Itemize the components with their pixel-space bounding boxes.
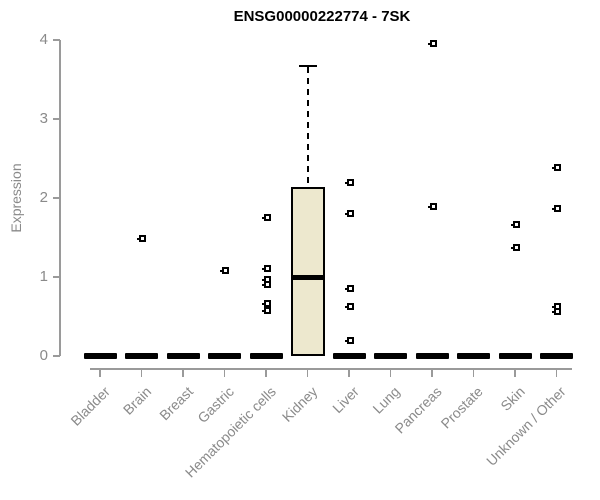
outlier-point: [261, 299, 271, 307]
y-axis-tick: [53, 355, 60, 357]
x-axis-tick: [182, 368, 184, 377]
x-axis-tick: [140, 368, 143, 377]
collapsed-box-bar: [498, 353, 532, 359]
y-axis-tick: [53, 39, 60, 41]
outlier-point: [344, 337, 354, 345]
whisker-line: [306, 67, 309, 187]
whisker-cap: [298, 65, 317, 68]
x-axis-tick: [99, 368, 101, 377]
collapsed-box-bar: [457, 353, 490, 359]
x-axis-tick: [265, 368, 267, 377]
outlier-point: [552, 164, 561, 172]
box: [290, 186, 325, 356]
outlier-point: [220, 267, 229, 275]
collapsed-box-bar: [83, 353, 117, 359]
outlier-point: [552, 308, 561, 316]
outlier-point: [261, 281, 271, 289]
y-tick-label: 4: [39, 31, 48, 48]
outlier-point: [344, 178, 354, 186]
y-axis-tick: [53, 197, 60, 199]
outlier-point: [427, 203, 437, 211]
y-axis-tick: [53, 276, 60, 278]
x-category-label: Kidney: [278, 383, 321, 425]
x-category-label: Breast: [155, 383, 196, 424]
x-axis-tick: [555, 368, 558, 377]
outlier-point: [344, 209, 354, 217]
x-axis-tick: [431, 368, 433, 377]
outlier-point: [427, 40, 437, 48]
y-tick-label: 0: [39, 347, 48, 364]
x-axis-line: [90, 368, 572, 370]
x-category-label: Lung: [369, 383, 404, 417]
x-axis-tick: [223, 368, 226, 377]
collapsed-box-bar: [249, 353, 283, 359]
x-category-label: Skin: [497, 383, 528, 414]
outlier-point: [261, 306, 271, 314]
collapsed-box-bar: [374, 353, 407, 359]
outlier-point: [510, 221, 520, 229]
collapsed-box-bar: [166, 353, 200, 359]
x-axis-tick: [389, 368, 392, 377]
outlier-point: [510, 244, 520, 252]
x-category-label: Bladder: [67, 383, 113, 429]
chart-title: ENSG00000222774 - 7SK: [233, 8, 411, 25]
y-tick-label: 3: [39, 110, 48, 127]
x-category-label: Prostate: [437, 383, 487, 432]
outlier-point: [344, 302, 354, 310]
x-category-label: Liver: [328, 383, 362, 417]
x-axis-tick: [348, 368, 350, 377]
collapsed-box-bar: [208, 353, 241, 359]
collapsed-box-bar: [125, 353, 158, 359]
outlier-point: [344, 284, 354, 292]
outlier-point: [261, 264, 271, 272]
x-category-label: Brain: [119, 383, 155, 418]
collapsed-box-bar: [540, 353, 573, 359]
collapsed-box-bar: [332, 353, 366, 359]
y-tick-label: 1: [39, 268, 48, 285]
x-axis-tick: [472, 368, 475, 377]
collapsed-box-bar: [415, 353, 449, 359]
median-line: [290, 274, 325, 280]
x-axis-tick: [306, 368, 309, 377]
x-category-label: Unknown / Other: [483, 383, 570, 469]
outlier-point: [552, 204, 561, 212]
y-axis-tick: [53, 118, 60, 120]
x-axis-tick: [514, 368, 516, 377]
outlier-point: [261, 214, 271, 222]
y-tick-label: 2: [39, 189, 48, 206]
outlier-point: [137, 234, 146, 242]
